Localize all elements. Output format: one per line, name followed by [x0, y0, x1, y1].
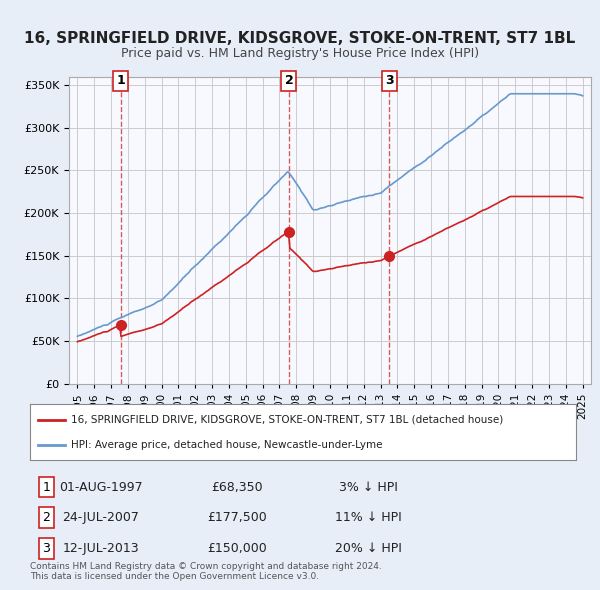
- Text: 20% ↓ HPI: 20% ↓ HPI: [335, 542, 402, 555]
- Text: 11% ↓ HPI: 11% ↓ HPI: [335, 511, 402, 525]
- Text: 3: 3: [43, 542, 50, 555]
- Text: Price paid vs. HM Land Registry's House Price Index (HPI): Price paid vs. HM Land Registry's House …: [121, 47, 479, 60]
- Text: 12-JUL-2013: 12-JUL-2013: [62, 542, 139, 555]
- Text: £177,500: £177,500: [208, 511, 268, 525]
- Text: 3% ↓ HPI: 3% ↓ HPI: [339, 481, 398, 494]
- Text: £150,000: £150,000: [208, 542, 268, 555]
- Text: £68,350: £68,350: [212, 481, 263, 494]
- Text: 1: 1: [43, 481, 50, 494]
- Text: 01-AUG-1997: 01-AUG-1997: [59, 481, 143, 494]
- Text: HPI: Average price, detached house, Newcastle-under-Lyme: HPI: Average price, detached house, Newc…: [71, 440, 382, 450]
- Text: 2: 2: [43, 511, 50, 525]
- Text: 3: 3: [385, 74, 394, 87]
- Text: 2: 2: [284, 74, 293, 87]
- Text: 24-JUL-2007: 24-JUL-2007: [62, 511, 139, 525]
- Text: 16, SPRINGFIELD DRIVE, KIDSGROVE, STOKE-ON-TRENT, ST7 1BL: 16, SPRINGFIELD DRIVE, KIDSGROVE, STOKE-…: [25, 31, 575, 46]
- Text: Contains HM Land Registry data © Crown copyright and database right 2024.
This d: Contains HM Land Registry data © Crown c…: [30, 562, 382, 581]
- Text: 16, SPRINGFIELD DRIVE, KIDSGROVE, STOKE-ON-TRENT, ST7 1BL (detached house): 16, SPRINGFIELD DRIVE, KIDSGROVE, STOKE-…: [71, 415, 503, 425]
- Text: 1: 1: [116, 74, 125, 87]
